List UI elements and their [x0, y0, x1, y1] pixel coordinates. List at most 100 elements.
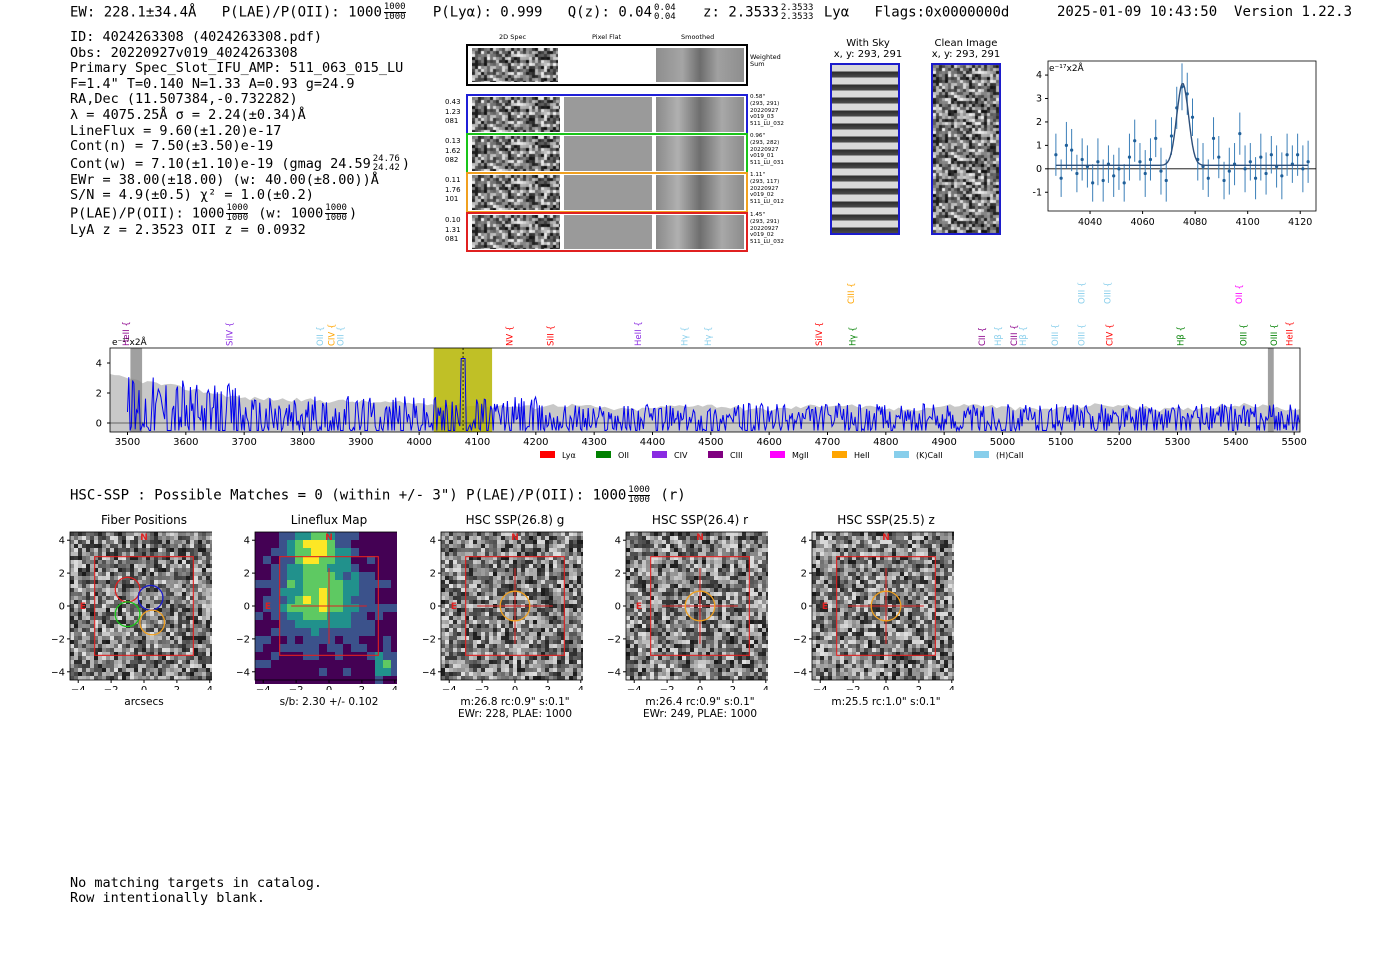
map-pixel: [513, 676, 517, 680]
map-pixel: [718, 588, 722, 592]
map-pixel: [469, 636, 473, 640]
map-pixel: [441, 672, 445, 676]
map-pixel: [202, 576, 206, 580]
map-pixel: [650, 584, 654, 588]
map-pixel: [754, 644, 758, 648]
info-plae-w: (w: 1000: [258, 205, 324, 222]
map-pixel: [453, 632, 457, 636]
map-pixel: [541, 664, 545, 668]
map-pixel: [449, 580, 453, 584]
map-pixel: [170, 532, 174, 536]
map-pixel: [453, 540, 457, 544]
map-pixel: [102, 608, 106, 612]
map-pixel: [750, 620, 754, 624]
map-pixel: [86, 552, 90, 556]
zoom-point: [1159, 169, 1163, 173]
map-pixel: [102, 536, 106, 540]
map-pixel: [686, 652, 690, 656]
map-pixel: [513, 664, 517, 668]
map-pixel: [445, 632, 449, 636]
map-pixel: [453, 568, 457, 572]
map-pixel: [573, 540, 577, 544]
map-pixel: [130, 648, 134, 652]
map-pixel: [750, 556, 754, 560]
map-pixel: [573, 664, 577, 668]
map-pixel: [573, 648, 577, 652]
map-pixel: [453, 636, 457, 640]
map-pixel: [557, 564, 561, 568]
map-pixel: [319, 604, 327, 612]
map-pixel: [682, 576, 686, 580]
map-pixel: [714, 592, 718, 596]
map-pixel: [178, 656, 182, 660]
map-pixel: [666, 532, 670, 536]
map-pixel: [162, 652, 166, 656]
map-pixel: [517, 548, 521, 552]
map-pixel: [210, 544, 212, 548]
map-pixel: [461, 600, 465, 604]
map-pixel: [194, 556, 198, 560]
map-pixel: [505, 656, 509, 660]
map-pixel: [485, 628, 489, 632]
map-pixel: [186, 604, 190, 608]
map-pixel: [730, 568, 734, 572]
map-pixel: [698, 676, 702, 680]
map-pixel: [445, 636, 449, 640]
map-pixel: [722, 576, 726, 580]
map-pixel: [174, 636, 178, 640]
map-north-label: N: [325, 533, 333, 543]
map-pixel: [501, 576, 505, 580]
map-pixel: [489, 628, 493, 632]
map-pixel: [682, 564, 686, 568]
map-pixel: [634, 616, 638, 620]
map-pixel: [469, 576, 473, 580]
map-pixel: [102, 552, 106, 556]
map-pixel: [154, 656, 158, 660]
cutout-smoothed: [656, 97, 744, 132]
map-pixel: [202, 592, 206, 596]
map-pixel: [630, 676, 634, 680]
map-pixel: [678, 656, 682, 660]
map-pixel: [186, 540, 190, 544]
map-pixel: [509, 540, 513, 544]
map-ytick-label: 2: [244, 569, 250, 580]
map-pixel: [271, 652, 279, 660]
map-pixel: [928, 532, 932, 536]
map-pixel: [383, 652, 391, 660]
map-pixel: [206, 600, 210, 604]
cutout-row-meta-line: 511_LU_032: [750, 239, 784, 246]
map-pixel: [509, 544, 513, 548]
map-pixel: [126, 636, 130, 640]
map-pixel: [271, 532, 279, 540]
map-pixel: [581, 612, 583, 616]
map-pixel: [710, 624, 714, 628]
map-pixel: [670, 572, 674, 576]
map-pixel: [166, 636, 170, 640]
map-pixel: [441, 644, 445, 648]
map-pixel: [166, 592, 170, 596]
map-pixel: [194, 584, 198, 588]
map-pixel: [513, 540, 517, 544]
map-pixel: [449, 544, 453, 548]
map-pixel: [758, 556, 762, 560]
map-pixel: [686, 568, 690, 572]
map-pixel: [666, 668, 670, 672]
header-version: Version 1.22.3: [1234, 4, 1353, 20]
map-pixel: [517, 632, 521, 636]
map-pixel: [517, 664, 521, 668]
map-pixel: [762, 556, 766, 560]
map-pixel: [481, 676, 485, 680]
map-pixel: [626, 676, 630, 680]
map-pixel: [545, 596, 549, 600]
map-pixel: [110, 664, 114, 668]
map-pixel: [106, 616, 110, 620]
map-pixel: [449, 616, 453, 620]
map-pixel: [634, 664, 638, 668]
map-pixel: [533, 672, 537, 676]
map-pixel: [722, 632, 726, 636]
map-pixel: [182, 596, 186, 600]
spectrum-xtick-label: 4200: [523, 437, 548, 448]
map-pixel: [94, 532, 98, 536]
map-pixel: [678, 532, 682, 536]
map-pixel: [279, 532, 287, 540]
